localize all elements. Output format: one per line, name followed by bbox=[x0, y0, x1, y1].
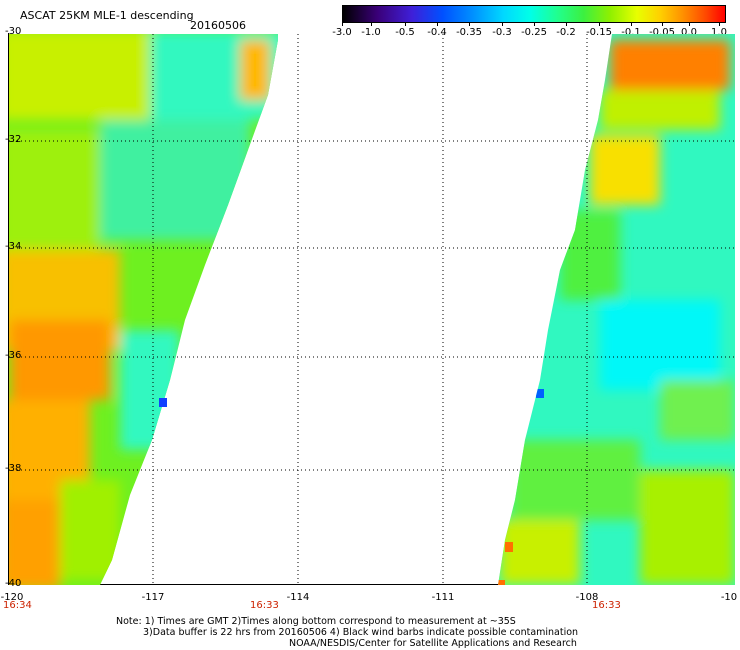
colorbar-label: -0.35 bbox=[456, 27, 482, 38]
lat-label-38: -38 bbox=[5, 463, 22, 474]
colorbar-label: 1.0 bbox=[711, 27, 727, 38]
colorbar-tick bbox=[599, 22, 600, 26]
colorbar-tick bbox=[631, 22, 632, 26]
colorbar-label: -0.15 bbox=[586, 27, 612, 38]
lon-label-114: -114 bbox=[286, 592, 310, 603]
colorbar-label: -0.3 bbox=[492, 27, 512, 38]
lat-label-36: -36 bbox=[5, 350, 22, 361]
colorbar-label: -0.2 bbox=[556, 27, 576, 38]
colorbar-label: -0.4 bbox=[427, 27, 447, 38]
colorbar-tick bbox=[534, 22, 535, 26]
colorbar-tick bbox=[469, 22, 470, 26]
colorbar-tick bbox=[689, 22, 690, 26]
lon-label-10: -10 bbox=[720, 592, 738, 603]
lat-label-34: -34 bbox=[5, 241, 22, 252]
time-label-right: 16:33 bbox=[592, 600, 621, 611]
right-swath bbox=[498, 34, 735, 585]
chart-title: ASCAT 25KM MLE-1 descending bbox=[20, 9, 194, 22]
colorbar-label: 0.0 bbox=[681, 27, 697, 38]
lon-label-111: -111 bbox=[431, 592, 455, 603]
lon-label-120: -120 bbox=[0, 592, 24, 603]
lat-label-32: -32 bbox=[5, 134, 22, 145]
time-label-middle: 16:33 bbox=[250, 600, 279, 611]
lon-label-117: -117 bbox=[141, 592, 165, 603]
colorbar-label: -1.0 bbox=[361, 27, 381, 38]
time-label-left: 16:34 bbox=[3, 600, 32, 611]
map-frame bbox=[8, 33, 735, 585]
colorbar-tick bbox=[371, 22, 372, 26]
colorbar-tick bbox=[405, 22, 406, 26]
colorbar-tick bbox=[719, 22, 720, 26]
colorbar-label: -0.05 bbox=[649, 27, 675, 38]
lon-label-108: -108 bbox=[575, 592, 599, 603]
lat-label-40: -40 bbox=[5, 578, 22, 589]
colorbar-label: -3.0 bbox=[332, 27, 352, 38]
colorbar-tick bbox=[566, 22, 567, 26]
note-line-2: 3)Data buffer is 22 hrs from 20160506 4)… bbox=[143, 627, 579, 638]
colorbar-tick bbox=[437, 22, 438, 26]
gridlines bbox=[9, 34, 735, 585]
colorbar-label: -0.1 bbox=[621, 27, 641, 38]
lat-label-30: -30 bbox=[5, 26, 22, 37]
colorbar-tick bbox=[502, 22, 503, 26]
chart-date: 20160506 bbox=[190, 19, 246, 32]
colorbar-label: -0.5 bbox=[395, 27, 415, 38]
colorbar-label: -0.25 bbox=[521, 27, 547, 38]
colorbar-tick bbox=[342, 22, 343, 26]
left-swath bbox=[9, 34, 278, 585]
note-line-1: Note: 1) Times are GMT 2)Times along bot… bbox=[116, 616, 516, 627]
note-line-3: NOAA/NESDIS/Center for Satellite Applica… bbox=[289, 638, 577, 649]
colorbar-tick bbox=[662, 22, 663, 26]
